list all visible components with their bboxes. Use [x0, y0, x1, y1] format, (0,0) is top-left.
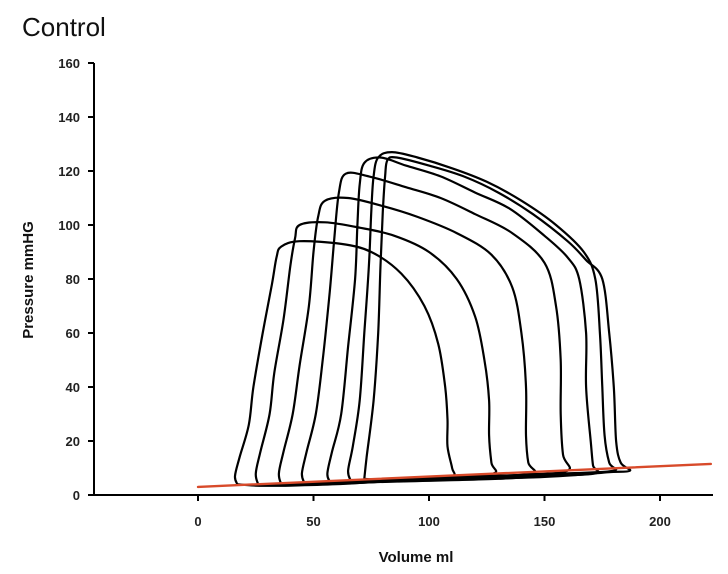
edpvr-line — [196, 462, 713, 489]
y-tick-label: 0 — [73, 488, 80, 503]
x-tick-label: 200 — [649, 514, 671, 529]
y-tick-label: 80 — [66, 272, 80, 287]
x-tick-label: 100 — [418, 514, 440, 529]
y-tick-label: 40 — [66, 380, 80, 395]
plot-area — [196, 151, 713, 489]
pv-loop-6 — [346, 151, 618, 482]
pv-loop-4 — [300, 171, 572, 485]
y-tick-label: 20 — [66, 434, 80, 449]
y-axis-label: Pressure mmHG — [20, 221, 37, 339]
pv-loop-7 — [363, 155, 632, 482]
chart-title: Control — [22, 12, 106, 42]
y-tick-label: 120 — [58, 164, 80, 179]
x-tick-label: 50 — [306, 514, 320, 529]
x-tick-label: 150 — [534, 514, 556, 529]
y-ticks: 0 20 40 60 80 100 120 140 160 — [58, 56, 94, 503]
x-axis-label: Volume ml — [379, 549, 454, 566]
pv-loop-1 — [233, 240, 456, 487]
y-tick-label: 140 — [58, 110, 80, 125]
y-tick-label: 100 — [58, 218, 80, 233]
x-ticks: 0 50 100 150 200 — [194, 495, 671, 529]
y-tick-label: 60 — [66, 326, 80, 341]
axes — [93, 63, 713, 496]
y-tick-label: 160 — [58, 56, 80, 71]
x-tick-label: 0 — [194, 514, 201, 529]
